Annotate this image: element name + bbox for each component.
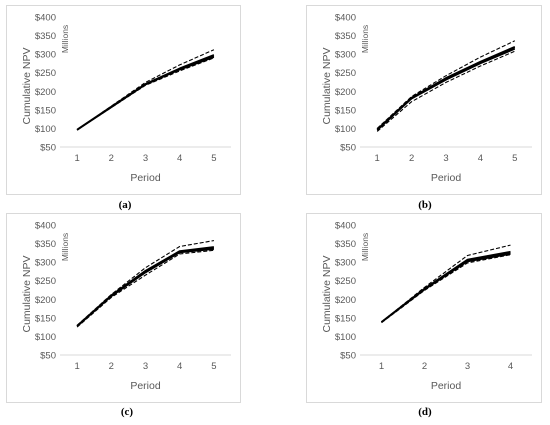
y-tick-label-a: $400 [35,13,56,24]
series-line-a-1 [76,55,215,131]
y-tick-label-a: $200 [35,87,56,98]
x-tick-label-a: 5 [211,153,216,164]
x-tick-label-a: 3 [143,153,148,164]
y-tick-label-d: $250 [335,276,356,287]
x-tick-label-c: 1 [74,361,79,372]
caption-d: (d) [418,406,432,418]
x-tick-label-b: 5 [512,153,517,164]
y-tick-label-a: $50 [40,143,56,154]
series-line-c-4 [76,240,214,326]
x-tick-label-b: 3 [443,153,448,164]
y-unit-label-b: Millions [360,25,370,53]
x-axis-title-c: Period [130,380,161,392]
x-tick-label-a: 4 [177,153,182,164]
y-tick-label-d: $150 [335,313,356,324]
y-unit-label-c: Millions [60,233,70,261]
chart-frame-d [306,213,542,403]
chart-frame-c [6,213,241,403]
x-tick-label-c: 2 [109,361,114,372]
caption-a: (a) [118,199,132,211]
series-line-d-4 [381,244,511,323]
y-tick-label-c: $200 [35,295,56,306]
y-tick-label-a: $250 [35,68,56,79]
y-unit-label-d: Millions [360,233,370,261]
series-line-b-3 [376,45,516,130]
series-line-c-5 [76,249,214,328]
x-tick-label-b: 4 [478,153,483,164]
x-tick-label-d: 3 [465,361,470,372]
x-tick-label-d: 4 [508,361,513,372]
x-tick-label-a: 2 [109,153,114,164]
series-line-b-4 [376,40,516,129]
series-line-b-5 [376,50,516,132]
line-chart-b: $50 $100 $150 $200 $250 $300 $350 $400 1 2 3 4 5 Peri… [321,13,532,184]
x-tick-label-a: 1 [74,153,79,164]
x-axis-title-d: Period [431,380,462,392]
y-tick-label-a: $350 [35,31,56,42]
y-tick-label-d: $100 [335,332,356,343]
x-tick-label-c: 3 [143,361,148,372]
y-tick-label-b: $250 [335,68,356,79]
line-chart-a: $50 $100 $150 $200 $250 $300 $350 $400 1 2 3 4 5 Peri… [21,13,231,184]
y-tick-label-a: $100 [35,124,56,135]
y-tick-label-b: $300 [335,50,356,61]
x-tick-label-d: 2 [422,361,427,372]
x-tick-label-b: 2 [409,153,414,164]
series-line-c-3 [76,246,214,327]
series-line-a-2 [76,56,215,131]
line-chart-d: $50 $100 $150 $200 $250 $300 $350 $400 1 2 3 4 Perio… [321,221,532,392]
y-tick-label-d: $400 [335,221,356,232]
y-tick-label-b: $350 [335,31,356,42]
series-line-d-5 [381,254,511,324]
series-line-c-2 [76,248,214,328]
chart-frame-b [306,5,542,195]
y-tick-label-b: $100 [335,124,356,135]
x-tick-label-c: 4 [177,361,182,372]
y-tick-label-d: $300 [335,258,356,269]
series-line-c-1 [76,247,214,327]
x-tick-label-d: 1 [379,361,384,372]
series-line-a-5 [76,57,215,131]
series-line-a-4 [76,49,215,131]
y-tick-label-c: $400 [35,221,56,232]
series-line-d-3 [381,250,511,323]
y-tick-label-b: $400 [335,13,356,24]
y-tick-label-b: $50 [340,143,356,154]
y-tick-label-d: $200 [335,295,356,306]
y-tick-label-c: $100 [35,332,56,343]
series-line-d-2 [381,253,511,323]
y-axis-title-d: Cumulative NPV [321,255,333,332]
y-axis-title-b: Cumulative NPV [321,47,333,124]
y-tick-label-c: $150 [35,313,56,324]
y-tick-label-a: $300 [35,50,56,61]
y-tick-label-c: $50 [40,351,56,362]
series-line-d-1 [381,252,511,323]
x-axis-title-b: Period [431,172,462,184]
y-tick-label-b: $200 [335,87,356,98]
y-tick-label-d: $350 [335,239,356,250]
y-axis-title-c: Cumulative NPV [21,255,33,332]
line-chart-c: $50 $100 $150 $200 $250 $300 $350 $400 1 2 3 4 5 Peri… [21,221,231,392]
y-unit-label-a: Millions [60,25,70,53]
series-line-b-2 [376,48,516,131]
caption-c: (c) [120,406,134,418]
y-axis-title-a: Cumulative NPV [21,47,33,124]
y-tick-label-c: $350 [35,239,56,250]
y-tick-label-a: $150 [35,105,56,116]
y-tick-label-d: $50 [340,351,356,362]
caption-b: (b) [418,199,432,211]
y-tick-label-c: $250 [35,276,56,287]
y-tick-label-c: $300 [35,258,56,269]
x-tick-label-b: 1 [375,153,380,164]
x-tick-label-c: 5 [211,361,216,372]
x-axis-title-a: Period [130,172,161,184]
y-tick-label-b: $150 [335,105,356,116]
